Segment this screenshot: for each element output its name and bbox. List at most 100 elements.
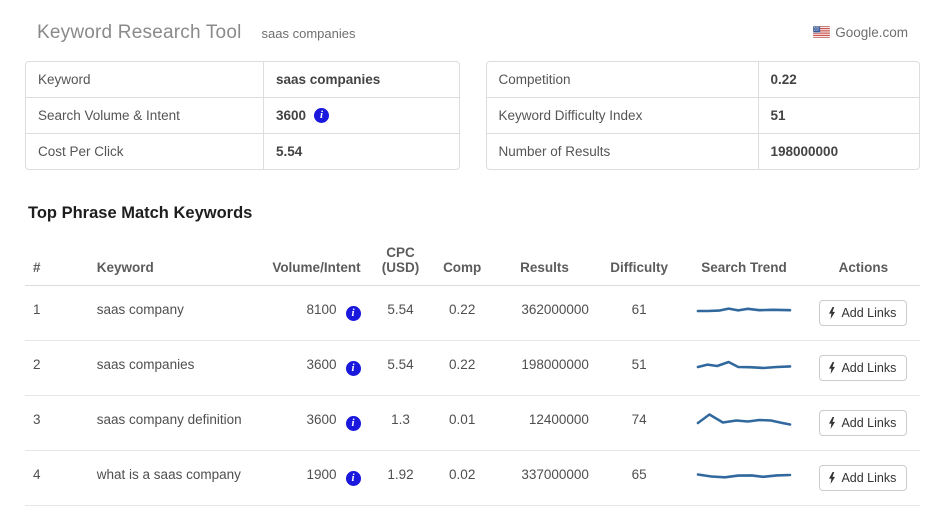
- info-icon[interactable]: i: [345, 361, 361, 376]
- col-header-actions: Actions: [806, 239, 920, 286]
- phrase-match-table: # Keyword Volume/Intent CPC (USD) Comp R…: [25, 239, 920, 506]
- search-trend-sparkline: [696, 413, 792, 426]
- col-header-difficulty: Difficulty: [596, 239, 682, 286]
- summary-label: Search Volume & Intent: [26, 98, 264, 133]
- cell-num: 1: [25, 285, 89, 341]
- cell-trend: [681, 285, 807, 341]
- cell-num: 4: [25, 450, 89, 506]
- col-header-trend: Search Trend: [681, 239, 807, 286]
- page-header: Keyword Research Tool saas companies: [25, 20, 920, 44]
- col-header-volume: Volume/Intent: [255, 239, 369, 286]
- cell-keyword: saas company definition: [88, 395, 256, 451]
- table-header-row: # Keyword Volume/Intent CPC (USD) Comp R…: [25, 239, 920, 286]
- add-links-label: Add Links: [841, 416, 897, 430]
- page-title: Keyword Research Tool: [37, 22, 242, 43]
- summary-row-results: Number of Results 198000000: [486, 133, 919, 169]
- cell-comp: 0.22: [432, 285, 493, 341]
- current-query: saas companies: [261, 26, 356, 41]
- summary-row-cpc: Cost Per Click 5.54: [26, 133, 459, 169]
- info-icon[interactable]: i: [345, 416, 361, 431]
- summary-label: Cost Per Click: [26, 134, 264, 169]
- cell-num: 3: [25, 395, 89, 451]
- add-links-button[interactable]: Add Links: [819, 300, 908, 326]
- summary-value: 0.22: [770, 72, 797, 87]
- keyword-summary-table: Keyword saas companies Search Volume & I…: [25, 61, 460, 170]
- summary-label: Keyword: [26, 62, 264, 97]
- cell-results: 337000000: [492, 450, 597, 506]
- cell-trend: [681, 395, 807, 451]
- info-icon[interactable]: i: [314, 108, 330, 123]
- cell-volume: 3600 i: [255, 395, 369, 451]
- cell-cpc: 5.54: [368, 285, 433, 341]
- cell-keyword: saas companies: [88, 340, 256, 396]
- us-flag-icon: [813, 26, 831, 38]
- volume-value: 8100: [306, 302, 337, 317]
- summary-row-competition: Competition 0.22: [487, 62, 920, 97]
- search-trend-sparkline: [696, 360, 792, 370]
- summary-value: 198000000: [770, 144, 839, 159]
- cell-volume: 8100 i: [255, 285, 369, 341]
- cell-results: 198000000: [492, 340, 597, 396]
- cell-comp: 0.02: [432, 450, 493, 506]
- table-row: 1 saas company 8100 i 5.54 0.22 362000000…: [25, 285, 920, 341]
- cell-keyword: saas company: [88, 285, 256, 341]
- cell-difficulty: 61: [596, 285, 682, 341]
- add-links-button[interactable]: Add Links: [819, 410, 908, 436]
- search-trend-sparkline: [696, 473, 792, 479]
- summary-value: 5.54: [276, 144, 303, 159]
- cell-results: 12400000: [492, 395, 597, 451]
- cell-num: 2: [25, 340, 89, 396]
- cell-cpc: 5.54: [368, 340, 433, 396]
- col-header-num: #: [25, 239, 89, 286]
- flash-icon: [829, 362, 836, 374]
- table-row: 2 saas companies 3600 i 5.54 0.22 1980000…: [25, 340, 920, 396]
- info-icon[interactable]: i: [345, 471, 361, 486]
- summary-value: saas companies: [276, 72, 381, 87]
- flash-icon: [829, 472, 836, 484]
- cell-actions: Add Links: [806, 285, 920, 341]
- flash-icon: [829, 417, 836, 429]
- metrics-summary-table: Competition 0.22 Keyword Difficulty Inde…: [485, 61, 920, 170]
- info-icon[interactable]: i: [345, 306, 361, 321]
- search-trend-sparkline: [696, 307, 792, 313]
- cell-trend: [681, 450, 807, 506]
- summary-label: Keyword Difficulty Index: [487, 98, 759, 133]
- search-engine-label: Google.com: [835, 24, 908, 40]
- cell-results: 362000000: [492, 285, 597, 341]
- cell-difficulty: 65: [596, 450, 682, 506]
- cell-volume: 3600 i: [255, 340, 369, 396]
- col-header-cpc: CPC (USD): [368, 239, 433, 286]
- volume-value: 1900: [306, 467, 337, 482]
- volume-value: 3600: [276, 108, 307, 123]
- table-row: 3 saas company definition 3600 i 1.3 0.01…: [25, 395, 920, 451]
- cell-keyword: what is a saas company: [88, 450, 256, 506]
- col-header-keyword: Keyword: [88, 239, 256, 286]
- summary-section: Keyword saas companies Search Volume & I…: [25, 61, 920, 170]
- add-links-label: Add Links: [841, 471, 897, 485]
- summary-value: 3600 i: [264, 98, 341, 133]
- volume-value: 3600: [306, 412, 337, 427]
- cell-difficulty: 74: [596, 395, 682, 451]
- flash-icon: [829, 307, 836, 319]
- cell-trend: [681, 340, 807, 396]
- volume-value: 3600: [306, 357, 337, 372]
- table-row: 4 what is a saas company 1900 i 1.92 0.02…: [25, 450, 920, 506]
- cell-actions: Add Links: [806, 340, 920, 396]
- cell-comp: 0.22: [432, 340, 493, 396]
- summary-label: Competition: [487, 62, 759, 97]
- cell-actions: Add Links: [806, 450, 920, 506]
- summary-value: 51: [770, 108, 786, 123]
- summary-row-volume: Search Volume & Intent 3600 i: [26, 97, 459, 133]
- summary-row-difficulty: Keyword Difficulty Index 51: [486, 97, 919, 133]
- add-links-button[interactable]: Add Links: [819, 465, 908, 491]
- cell-volume: 1900 i: [255, 450, 369, 506]
- cell-actions: Add Links: [806, 395, 920, 451]
- summary-row-keyword: Keyword saas companies: [26, 62, 459, 97]
- summary-label: Number of Results: [487, 134, 759, 169]
- cell-difficulty: 51: [596, 340, 682, 396]
- col-header-comp: Comp: [432, 239, 493, 286]
- add-links-label: Add Links: [841, 361, 897, 375]
- search-engine: Google.com: [813, 25, 908, 40]
- add-links-button[interactable]: Add Links: [819, 355, 908, 381]
